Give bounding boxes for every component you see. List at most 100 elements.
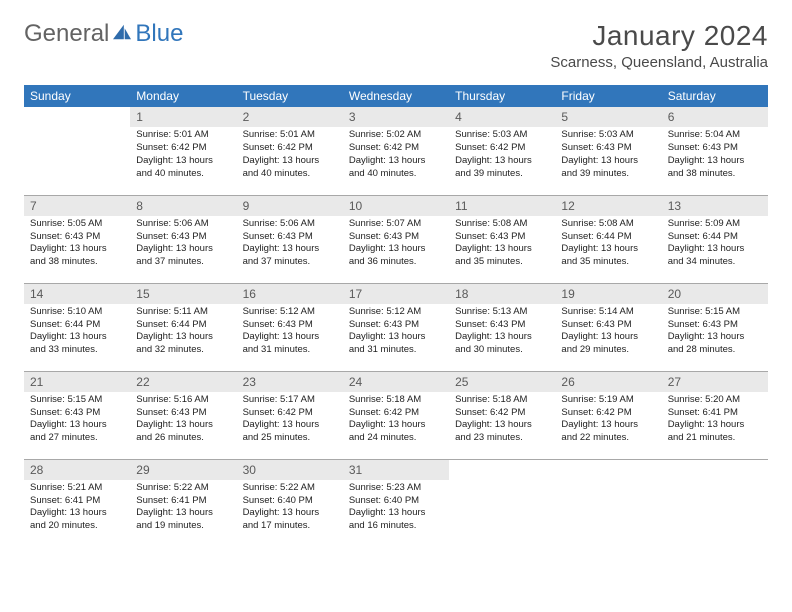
day-info: Sunrise: 5:23 AMSunset: 6:40 PMDaylight:…	[343, 480, 449, 537]
calendar-day-cell: 10Sunrise: 5:07 AMSunset: 6:43 PMDayligh…	[343, 195, 449, 283]
calendar-day-cell: 1Sunrise: 5:01 AMSunset: 6:42 PMDaylight…	[130, 107, 236, 195]
day-info: Sunrise: 5:21 AMSunset: 6:41 PMDaylight:…	[24, 480, 130, 537]
day-number: 5	[555, 107, 661, 127]
weekday-header: Monday	[130, 85, 236, 107]
weekday-header: Thursday	[449, 85, 555, 107]
day-info: Sunrise: 5:18 AMSunset: 6:42 PMDaylight:…	[343, 392, 449, 449]
calendar-day-cell	[555, 459, 661, 547]
day-number: 19	[555, 284, 661, 304]
day-info: Sunrise: 5:16 AMSunset: 6:43 PMDaylight:…	[130, 392, 236, 449]
daylight-text: Daylight: 13 hours	[30, 243, 124, 256]
day-info: Sunrise: 5:14 AMSunset: 6:43 PMDaylight:…	[555, 304, 661, 361]
daylight-text: and 37 minutes.	[136, 256, 230, 269]
day-number: 9	[237, 196, 343, 216]
day-info: Sunrise: 5:03 AMSunset: 6:42 PMDaylight:…	[449, 127, 555, 184]
sunset-text: Sunset: 6:42 PM	[243, 142, 337, 155]
daylight-text: and 27 minutes.	[30, 432, 124, 445]
day-number: 7	[24, 196, 130, 216]
daylight-text: and 25 minutes.	[243, 432, 337, 445]
day-number: 17	[343, 284, 449, 304]
daylight-text: Daylight: 13 hours	[349, 243, 443, 256]
daylight-text: and 33 minutes.	[30, 344, 124, 357]
sunset-text: Sunset: 6:41 PM	[136, 495, 230, 508]
logo: General Blue	[24, 20, 183, 48]
sunrise-text: Sunrise: 5:05 AM	[30, 218, 124, 231]
daylight-text: and 17 minutes.	[243, 520, 337, 533]
sunset-text: Sunset: 6:43 PM	[136, 407, 230, 420]
daylight-text: and 24 minutes.	[349, 432, 443, 445]
daylight-text: Daylight: 13 hours	[668, 243, 762, 256]
sunset-text: Sunset: 6:42 PM	[561, 407, 655, 420]
sunrise-text: Sunrise: 5:08 AM	[561, 218, 655, 231]
sunrise-text: Sunrise: 5:09 AM	[668, 218, 762, 231]
sunrise-text: Sunrise: 5:07 AM	[349, 218, 443, 231]
day-number: 25	[449, 372, 555, 392]
weekday-header: Tuesday	[237, 85, 343, 107]
sunrise-text: Sunrise: 5:16 AM	[136, 394, 230, 407]
sunset-text: Sunset: 6:43 PM	[243, 319, 337, 332]
day-number: 4	[449, 107, 555, 127]
sunrise-text: Sunrise: 5:15 AM	[30, 394, 124, 407]
sunrise-text: Sunrise: 5:12 AM	[349, 306, 443, 319]
calendar-day-cell: 22Sunrise: 5:16 AMSunset: 6:43 PMDayligh…	[130, 371, 236, 459]
daylight-text: and 34 minutes.	[668, 256, 762, 269]
weekday-header-row: Sunday Monday Tuesday Wednesday Thursday…	[24, 85, 768, 107]
sunrise-text: Sunrise: 5:18 AM	[455, 394, 549, 407]
calendar-day-cell: 17Sunrise: 5:12 AMSunset: 6:43 PMDayligh…	[343, 283, 449, 371]
daylight-text: and 26 minutes.	[136, 432, 230, 445]
sunset-text: Sunset: 6:43 PM	[30, 407, 124, 420]
calendar-day-cell: 30Sunrise: 5:22 AMSunset: 6:40 PMDayligh…	[237, 459, 343, 547]
daylight-text: and 23 minutes.	[455, 432, 549, 445]
logo-text-blue: Blue	[135, 20, 183, 48]
calendar-day-cell	[24, 107, 130, 195]
daylight-text: Daylight: 13 hours	[561, 419, 655, 432]
weekday-header: Sunday	[24, 85, 130, 107]
sunset-text: Sunset: 6:42 PM	[243, 407, 337, 420]
calendar-day-cell	[662, 459, 768, 547]
daylight-text: Daylight: 13 hours	[455, 243, 549, 256]
sunrise-text: Sunrise: 5:17 AM	[243, 394, 337, 407]
day-info: Sunrise: 5:22 AMSunset: 6:41 PMDaylight:…	[130, 480, 236, 537]
calendar-day-cell: 13Sunrise: 5:09 AMSunset: 6:44 PMDayligh…	[662, 195, 768, 283]
day-info: Sunrise: 5:06 AMSunset: 6:43 PMDaylight:…	[130, 216, 236, 273]
sunrise-text: Sunrise: 5:18 AM	[349, 394, 443, 407]
daylight-text: Daylight: 13 hours	[349, 419, 443, 432]
day-number: 18	[449, 284, 555, 304]
sunrise-text: Sunrise: 5:01 AM	[243, 129, 337, 142]
calendar-day-cell: 31Sunrise: 5:23 AMSunset: 6:40 PMDayligh…	[343, 459, 449, 547]
calendar-day-cell: 27Sunrise: 5:20 AMSunset: 6:41 PMDayligh…	[662, 371, 768, 459]
sunset-text: Sunset: 6:43 PM	[455, 231, 549, 244]
daylight-text: and 35 minutes.	[561, 256, 655, 269]
daylight-text: Daylight: 13 hours	[30, 419, 124, 432]
daylight-text: Daylight: 13 hours	[243, 419, 337, 432]
sunrise-text: Sunrise: 5:12 AM	[243, 306, 337, 319]
day-number: 29	[130, 460, 236, 480]
daylight-text: Daylight: 13 hours	[561, 331, 655, 344]
daylight-text: and 40 minutes.	[349, 168, 443, 181]
day-info: Sunrise: 5:11 AMSunset: 6:44 PMDaylight:…	[130, 304, 236, 361]
calendar-day-cell: 24Sunrise: 5:18 AMSunset: 6:42 PMDayligh…	[343, 371, 449, 459]
daylight-text: Daylight: 13 hours	[455, 419, 549, 432]
sunset-text: Sunset: 6:42 PM	[455, 142, 549, 155]
calendar-day-cell: 16Sunrise: 5:12 AMSunset: 6:43 PMDayligh…	[237, 283, 343, 371]
day-info: Sunrise: 5:08 AMSunset: 6:44 PMDaylight:…	[555, 216, 661, 273]
day-number: 3	[343, 107, 449, 127]
weekday-header: Wednesday	[343, 85, 449, 107]
daylight-text: Daylight: 13 hours	[243, 507, 337, 520]
day-info: Sunrise: 5:05 AMSunset: 6:43 PMDaylight:…	[24, 216, 130, 273]
sunset-text: Sunset: 6:43 PM	[668, 319, 762, 332]
sunset-text: Sunset: 6:43 PM	[349, 231, 443, 244]
sunset-text: Sunset: 6:40 PM	[349, 495, 443, 508]
calendar-table: Sunday Monday Tuesday Wednesday Thursday…	[24, 85, 768, 547]
day-info: Sunrise: 5:08 AMSunset: 6:43 PMDaylight:…	[449, 216, 555, 273]
calendar-day-cell: 6Sunrise: 5:04 AMSunset: 6:43 PMDaylight…	[662, 107, 768, 195]
title-block: January 2024 Scarness, Queensland, Austr…	[550, 20, 768, 71]
sunset-text: Sunset: 6:43 PM	[455, 319, 549, 332]
day-info: Sunrise: 5:06 AMSunset: 6:43 PMDaylight:…	[237, 216, 343, 273]
daylight-text: Daylight: 13 hours	[455, 331, 549, 344]
sunrise-text: Sunrise: 5:02 AM	[349, 129, 443, 142]
daylight-text: Daylight: 13 hours	[668, 155, 762, 168]
weekday-header: Saturday	[662, 85, 768, 107]
location-text: Scarness, Queensland, Australia	[550, 54, 768, 71]
daylight-text: Daylight: 13 hours	[668, 419, 762, 432]
